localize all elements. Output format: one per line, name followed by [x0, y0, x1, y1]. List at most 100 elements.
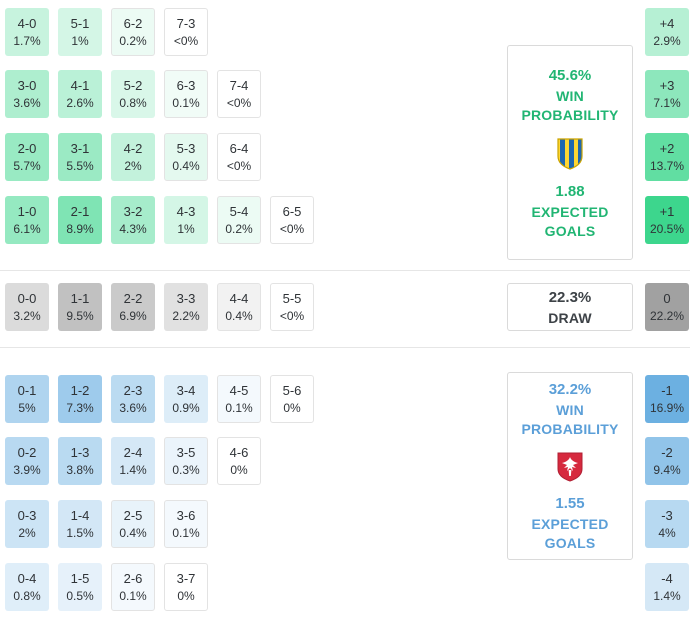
away-score-percentage: 0%: [177, 588, 195, 603]
away-score-percentage: 1.4%: [119, 462, 147, 477]
home-score-percentage: 2.6%: [66, 95, 94, 110]
home-score-label: 2-0: [17, 140, 37, 156]
away-score-cell-4-5: 4-5 0.1%: [217, 375, 261, 423]
draw-score-cell-2-2: 2-2 6.9%: [111, 283, 155, 331]
home-score-label: 4-3: [176, 203, 196, 219]
away-score-label: 4-6: [229, 444, 249, 460]
away-score-cell-1-5: 1-5 0.5%: [58, 563, 102, 611]
home-score-percentage: 1.7%: [13, 33, 41, 48]
away-win-probability-value: 32.2%: [548, 381, 592, 398]
draw-score-label: 4-4: [229, 290, 249, 306]
section-divider-top: [0, 270, 690, 271]
draw-score-label: 0-0: [17, 290, 37, 306]
away-score-row: 0-2 3.9% 1-3 3.8% 2-4 1.4% 3-5 0.3% 4-6 0%: [5, 437, 261, 485]
home-goal-diff-label: +4: [659, 15, 675, 31]
away-score-row: 0-3 2% 1-4 1.5% 2-5 0.4% 3-6 0.1%: [5, 500, 208, 548]
away-expected-label-line1: EXPECTED: [531, 516, 609, 532]
draw-score-cell-0-0: 0-0 3.2%: [5, 283, 49, 331]
home-score-percentage: 0.8%: [119, 95, 147, 110]
away-score-percentage: 5%: [18, 400, 36, 415]
away-score-cell-1-3: 1-3 3.8%: [58, 437, 102, 485]
away-score-label: 5-6: [282, 382, 302, 398]
away-score-percentage: 0.1%: [119, 588, 147, 603]
home-score-label: 6-5: [282, 203, 302, 219]
home-win-label-line2: PROBABILITY: [521, 106, 619, 123]
away-score-percentage: 7.3%: [66, 400, 94, 415]
away-score-percentage: 1.5%: [66, 525, 94, 540]
home-score-label: 5-4: [229, 203, 249, 219]
home-score-cell-6-4: 6-4 <0%: [217, 133, 261, 181]
away-score-label: 0-4: [17, 570, 37, 586]
home-score-row: 4-0 1.7% 5-1 1% 6-2 0.2% 7-3 <0%: [5, 8, 208, 56]
home-score-label: 4-2: [123, 140, 143, 156]
away-score-label: 4-5: [229, 382, 249, 398]
home-score-cell-2-1: 2-1 8.9%: [58, 196, 102, 244]
away-score-label: 3-4: [176, 382, 196, 398]
draw-score-label: 1-1: [70, 290, 90, 306]
home-score-percentage: 0.1%: [172, 95, 200, 110]
draw-goal-diff-cell-0: 0 22.2%: [645, 283, 689, 331]
draw-score-percentage: 0.4%: [225, 308, 253, 323]
draw-score-percentage: 3.2%: [13, 308, 41, 323]
home-score-label: 5-3: [176, 140, 196, 156]
away-score-percentage: 2%: [18, 525, 36, 540]
away-win-label-line1: WIN: [556, 402, 584, 418]
away-score-label: 1-5: [70, 570, 90, 586]
away-score-label: 1-4: [70, 507, 90, 523]
away-score-label: 1-3: [70, 444, 90, 460]
home-score-cell-7-3: 7-3 <0%: [164, 8, 208, 56]
home-score-percentage: 1%: [177, 221, 195, 236]
away-score-percentage: 0%: [283, 400, 301, 415]
away-score-percentage: 0.1%: [172, 525, 200, 540]
away-win-panel: 32.2% WIN PROBABILITY 1.55 EXPECTED GOAL…: [507, 372, 633, 560]
poland-crest-icon: [557, 452, 583, 482]
away-score-percentage: 0.3%: [172, 462, 200, 477]
away-score-percentage: 0%: [230, 462, 248, 477]
away-goal-diff-label: -4: [661, 570, 673, 586]
home-score-label: 3-1: [70, 140, 90, 156]
home-score-percentage: 6.1%: [13, 221, 41, 236]
home-goal-diff-cell-+2: +2 13.7%: [645, 133, 689, 181]
home-win-label-line1: WIN: [556, 87, 584, 104]
home-score-percentage: <0%: [226, 95, 252, 110]
away-goal-diff-label: -1: [661, 382, 673, 398]
away-score-label: 0-1: [17, 382, 37, 398]
draw-probability-value: 22.3%: [548, 288, 592, 306]
home-score-cell-2-0: 2-0 5.7%: [5, 133, 49, 181]
home-expected-goals-value: 1.88: [555, 182, 585, 200]
home-score-label: 2-1: [70, 203, 90, 219]
away-goal-diff-label: -2: [661, 444, 673, 460]
home-score-cell-6-3: 6-3 0.1%: [164, 70, 208, 118]
home-score-percentage: 8.9%: [66, 221, 94, 236]
away-score-cell-3-5: 3-5 0.3%: [164, 437, 208, 485]
home-score-cell-7-4: 7-4 <0%: [217, 70, 261, 118]
home-score-cell-4-3: 4-3 1%: [164, 196, 208, 244]
away-score-label: 2-3: [123, 382, 143, 398]
draw-score-label: 2-2: [123, 290, 143, 306]
away-score-percentage: 0.8%: [13, 588, 41, 603]
home-score-cell-5-4: 5-4 0.2%: [217, 196, 261, 244]
away-score-cell-2-5: 2-5 0.4%: [111, 500, 155, 548]
sweden-crest-icon: [557, 137, 583, 170]
away-score-cell-3-7: 3-7 0%: [164, 563, 208, 611]
home-goal-diff-percentage: 2.9%: [653, 33, 681, 48]
away-score-label: 0-2: [17, 444, 37, 460]
home-score-percentage: <0%: [226, 158, 252, 173]
away-score-cell-2-4: 2-4 1.4%: [111, 437, 155, 485]
home-score-cell-3-1: 3-1 5.5%: [58, 133, 102, 181]
home-score-percentage: 1%: [71, 33, 89, 48]
home-score-cell-4-2: 4-2 2%: [111, 133, 155, 181]
away-goal-diff-percentage: 9.4%: [653, 462, 681, 477]
home-goal-diff-percentage: 20.5%: [649, 221, 685, 236]
away-goal-diff-percentage: 16.9%: [649, 400, 685, 415]
home-score-cell-5-3: 5-3 0.4%: [164, 133, 208, 181]
away-expected-goals-value: 1.55: [555, 495, 585, 512]
away-score-cell-1-4: 1-4 1.5%: [58, 500, 102, 548]
home-score-label: 3-2: [123, 203, 143, 219]
home-score-percentage: 0.2%: [119, 33, 147, 48]
home-score-percentage: 4.3%: [119, 221, 147, 236]
home-goal-diff-label: +2: [659, 140, 675, 156]
away-score-label: 3-7: [176, 570, 196, 586]
away-score-label: 3-5: [176, 444, 196, 460]
away-score-label: 2-4: [123, 444, 143, 460]
